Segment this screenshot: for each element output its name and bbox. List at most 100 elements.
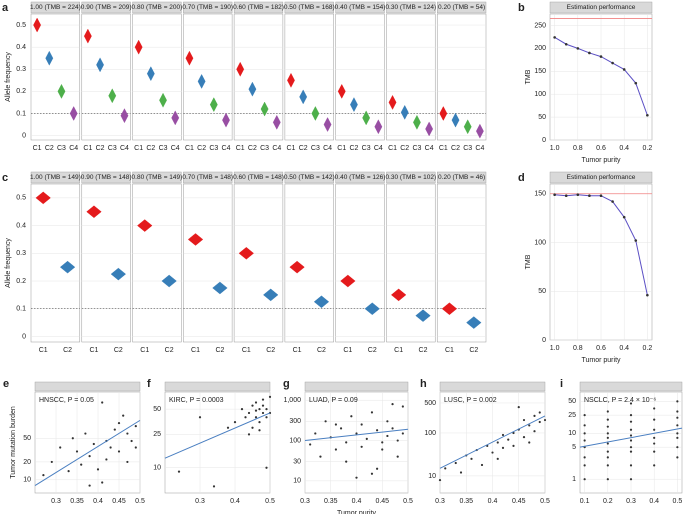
y-tick-label: 100 <box>534 239 546 246</box>
point <box>588 51 591 55</box>
trend-line <box>579 427 683 448</box>
y-tick-label: 0 <box>542 137 546 144</box>
point <box>653 428 656 431</box>
y-tick-label: 10 <box>23 477 31 484</box>
x-tick-label: 0.2 <box>642 345 652 352</box>
facet-title: 0.40 (TMB = 154) <box>335 4 386 11</box>
facet-title: 0.50 (TMB = 142) <box>284 174 335 181</box>
point <box>350 415 353 418</box>
facet-strip <box>164 381 271 392</box>
point <box>324 420 327 423</box>
x-tick-label: 0.1 <box>580 498 590 505</box>
x-tick-label: 0.3 <box>626 498 636 505</box>
y-tick-label: 100 <box>534 91 546 98</box>
point <box>676 416 679 419</box>
chart-title: KIRC, P = 0.0003 <box>169 397 224 404</box>
x-tick-label: 0.45 <box>512 498 526 505</box>
violin <box>159 92 167 108</box>
point <box>345 460 348 463</box>
y-tick-label: 25 <box>568 412 576 419</box>
facet-panel <box>436 13 487 141</box>
point <box>355 432 358 435</box>
point <box>376 467 379 470</box>
y-tick-label: 0.4 <box>16 222 26 229</box>
point <box>629 414 633 417</box>
x-tick-label: 0.5 <box>540 498 550 505</box>
point <box>606 464 609 467</box>
point <box>576 193 580 197</box>
y-tick-label: 0.3 <box>16 66 26 73</box>
point <box>606 418 609 421</box>
x-tick-label: C2 <box>63 347 72 354</box>
chart-title: LUAD, P = 0.09 <box>309 397 358 404</box>
violin <box>441 302 458 315</box>
point <box>309 443 312 446</box>
point <box>676 436 679 439</box>
x-tick-label: 0.45 <box>112 498 126 505</box>
violin <box>263 288 279 302</box>
facet-title: 0.30 (TMB = 102) <box>385 174 436 181</box>
x-tick-label: C1 <box>89 347 98 354</box>
point <box>370 411 374 414</box>
point <box>533 414 536 417</box>
point <box>117 421 121 425</box>
violin <box>311 106 320 121</box>
x-tick-label: C2 <box>96 145 105 152</box>
x-tick-label: C1 <box>388 145 397 152</box>
x-tick-label: C2 <box>146 145 155 152</box>
violin <box>108 88 117 104</box>
y-tick-label: 0.3 <box>16 250 26 257</box>
violin <box>197 73 206 89</box>
x-tick-label: C2 <box>419 347 428 354</box>
violin <box>209 97 218 113</box>
point <box>629 446 633 449</box>
plot-panel <box>34 391 141 494</box>
chart-title: Estimation performance <box>567 174 636 181</box>
facet-strip <box>579 381 683 392</box>
facet-strip <box>437 1 487 14</box>
point <box>101 401 104 404</box>
y-tick-label: 200 <box>534 45 546 52</box>
point <box>676 432 679 435</box>
point <box>454 461 457 465</box>
point <box>512 444 515 447</box>
panel-label: d <box>518 172 525 184</box>
point <box>653 407 656 410</box>
x-tick-label: C2 <box>400 145 409 152</box>
facet-title: 0.60 (TMB = 148) <box>233 174 284 181</box>
x-tick-label: C1 <box>337 145 346 152</box>
x-tick-label: 0.3 <box>300 498 310 505</box>
x-tick-label: C2 <box>45 145 54 152</box>
point <box>251 426 254 429</box>
point <box>606 410 609 413</box>
x-tick-label: C1 <box>343 347 352 354</box>
point <box>517 406 520 409</box>
point <box>247 433 251 436</box>
panel-label: a <box>2 2 9 14</box>
point <box>491 451 494 454</box>
y-tick-label: 0.2 <box>16 278 26 285</box>
facet-strip <box>30 1 80 14</box>
facet-title: 0.30 (TMB = 124) <box>385 4 436 11</box>
point <box>126 460 129 464</box>
point <box>268 395 272 398</box>
violin <box>187 233 204 246</box>
x-tick-label: C4 <box>475 145 484 152</box>
y-tick-label: 300 <box>289 418 301 425</box>
x-tick-label: 1.0 <box>550 345 560 352</box>
x-tick-label: C2 <box>248 145 257 152</box>
chart-title: Estimation performance <box>567 4 636 11</box>
point <box>583 456 586 459</box>
x-tick-label: C2 <box>197 145 206 152</box>
x-tick-label: 0.2 <box>603 498 613 505</box>
point <box>233 421 237 424</box>
point <box>314 432 317 435</box>
point <box>261 411 265 415</box>
violin <box>439 106 448 121</box>
point <box>538 411 541 414</box>
x-tick-label: C1 <box>287 145 296 152</box>
violin <box>362 110 371 126</box>
facet-panel <box>386 13 436 141</box>
point <box>386 420 389 423</box>
x-tick-label: 0.3 <box>195 498 205 505</box>
